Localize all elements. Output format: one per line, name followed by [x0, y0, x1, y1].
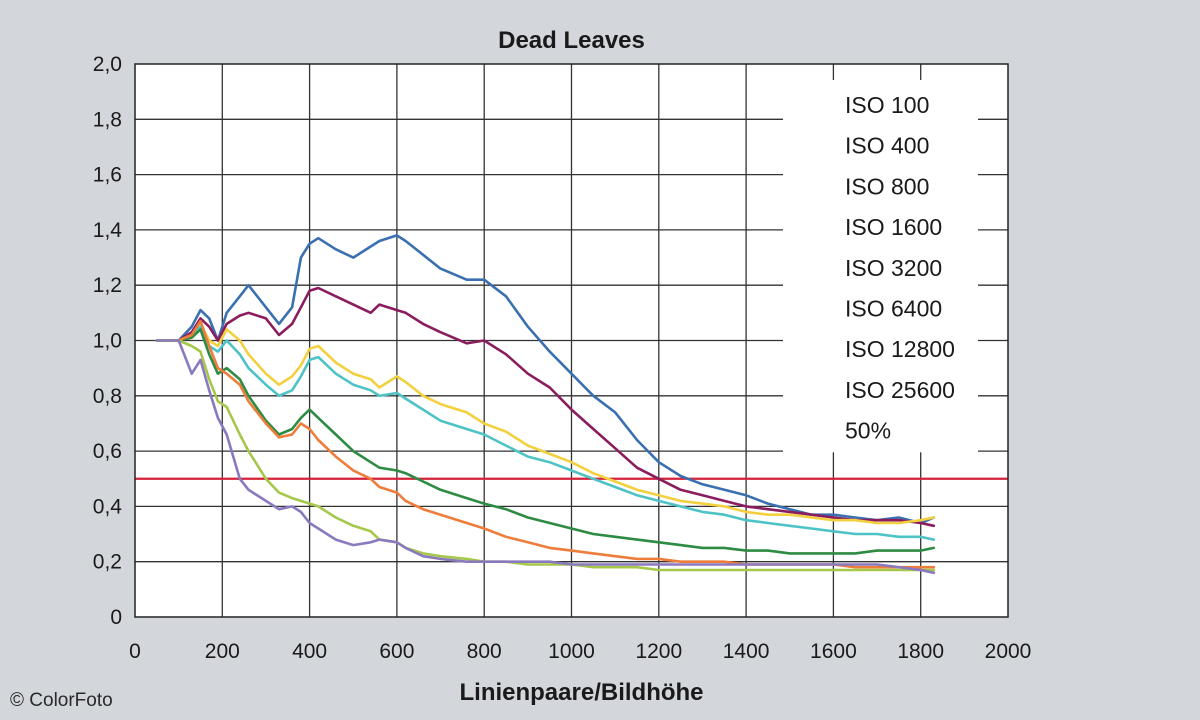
legend-entry: ISO 3200: [845, 255, 942, 281]
series-line-iso-25600: [155, 339, 936, 575]
legend-entry: ISO 100: [845, 92, 929, 118]
y-tick-label: 1,8: [93, 108, 122, 131]
legend: ISO 100 ISO 400 ISO 800 ISO 1600 ISO 3200 ISO…: [783, 80, 978, 453]
y-tick-label: 1,2: [93, 274, 122, 297]
x-axis-label: Linienpaare/Bildhöhe: [459, 679, 703, 706]
x-tick-label: 1400: [723, 640, 770, 663]
y-tick-label: 0,8: [93, 385, 122, 408]
x-tick-label: 400: [292, 640, 327, 663]
legend-entry: ISO 12800: [845, 336, 955, 362]
series-line-iso-3200: [155, 328, 936, 555]
y-tick-label: 0: [110, 606, 122, 629]
series-line-iso-1600: [155, 325, 936, 541]
x-tick-label: 600: [379, 640, 414, 663]
x-tick-label: 1800: [897, 640, 944, 663]
x-tick-label: 1000: [548, 640, 595, 663]
x-tick-label: 1200: [635, 640, 682, 663]
legend-entry: ISO 400: [845, 133, 929, 159]
y-tick-label: 2,0: [93, 53, 122, 76]
series-line-iso-12800: [155, 339, 936, 572]
legend-entry: ISO 25600: [845, 377, 955, 403]
y-tick-label: 0,4: [93, 495, 123, 518]
plot-frame: [134, 63, 1009, 618]
series-line-iso-800: [155, 322, 936, 525]
legend-entry: ISO 6400: [845, 296, 942, 322]
series-group: [155, 234, 936, 575]
copyright-notice: © ColorFoto: [10, 690, 113, 711]
x-tick-label: 1600: [810, 640, 857, 663]
series-line-iso-400: [155, 286, 936, 528]
y-tick-label: 1,4: [93, 219, 123, 242]
legend-entry: 50%: [845, 418, 891, 444]
y-tick-label: 0,2: [93, 551, 122, 574]
y-tick-label: 0,6: [93, 440, 122, 463]
series-line-iso-100: [155, 234, 936, 525]
tick-labels: 0 200 400 600 800 1000 1200 1400 1600 1800 2000 0 0,…: [93, 53, 1032, 663]
x-tick-label: 800: [467, 640, 502, 663]
y-tick-label: 1,6: [93, 164, 122, 187]
legend-entry: ISO 800: [845, 173, 929, 199]
legend-box: [783, 80, 978, 453]
x-tick-label: 200: [205, 640, 240, 663]
x-tick-label: 2000: [985, 640, 1032, 663]
legend-entry: ISO 1600: [845, 214, 942, 240]
chart-title: Dead Leaves: [498, 27, 645, 54]
y-tick-label: 1,0: [93, 330, 122, 353]
x-tick-label: 0: [129, 640, 141, 663]
